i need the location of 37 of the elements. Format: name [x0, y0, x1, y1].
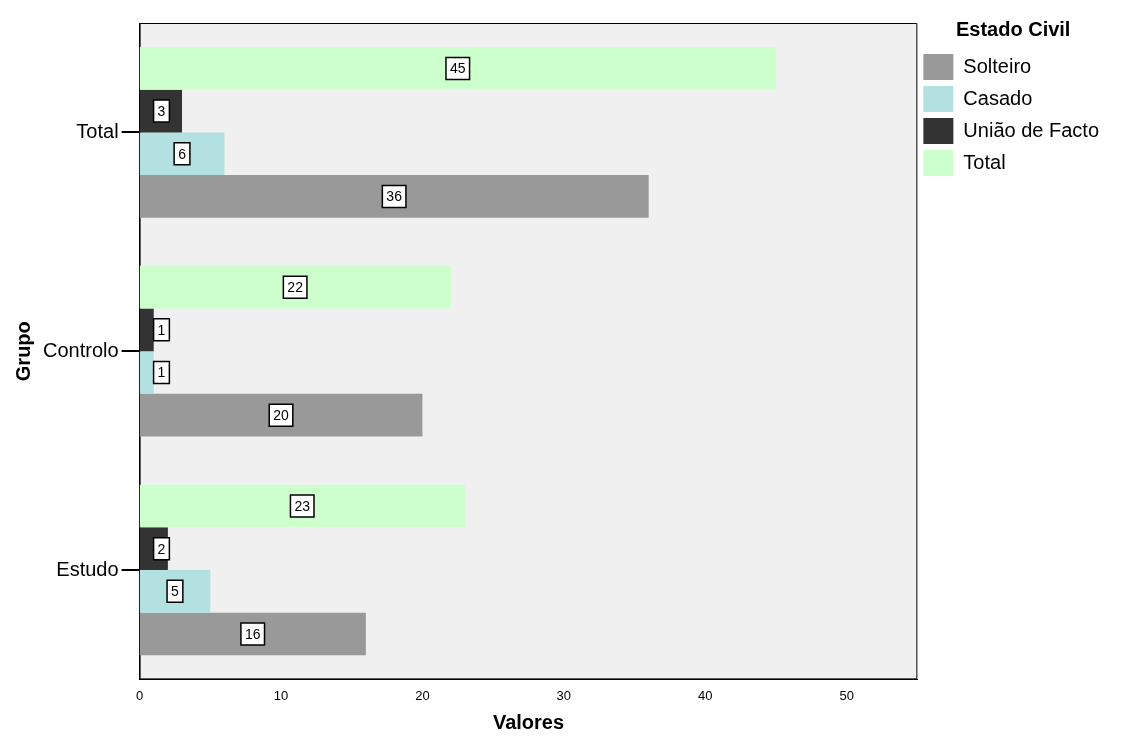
- bar: [139, 175, 649, 218]
- x-tick-label: 20: [415, 687, 430, 703]
- legend-title: Estado Civil: [955, 17, 1071, 40]
- bar: [139, 265, 451, 309]
- data-label: 5: [171, 583, 180, 600]
- legend-label: Casado: [963, 86, 1033, 109]
- data-label: 6: [178, 145, 187, 162]
- legend-label: Solteiro: [963, 54, 1032, 77]
- x-axis-title: Valores: [492, 710, 565, 733]
- data-label: 45: [449, 60, 466, 77]
- x-tick-label: 50: [839, 687, 854, 703]
- data-label: 16: [244, 625, 261, 642]
- bar: [139, 612, 366, 656]
- y-tick-label: Total: [76, 119, 119, 142]
- x-tick-label: 10: [273, 687, 289, 703]
- data-label: 22: [287, 279, 304, 296]
- bar: [139, 132, 225, 176]
- bar: [139, 351, 154, 394]
- x-tick-label: 30: [556, 687, 572, 703]
- y-axis-title: Grupo: [11, 321, 34, 382]
- bar: [139, 47, 776, 90]
- data-label: 36: [386, 188, 403, 205]
- data-label: 3: [157, 102, 166, 119]
- bar: [139, 308, 154, 352]
- legend-label: União de Facto: [963, 118, 1100, 141]
- data-label: 1: [157, 364, 166, 381]
- data-label: 2: [157, 540, 166, 557]
- legend-label: Total: [963, 150, 1006, 173]
- x-tick-label: 40: [698, 687, 713, 703]
- x-tick-label: 0: [135, 687, 144, 703]
- bar: [139, 393, 423, 437]
- data-label: 1: [157, 321, 166, 338]
- data-label: 23: [294, 497, 311, 514]
- y-tick-label: Estudo: [56, 557, 119, 580]
- data-label: 20: [273, 407, 290, 424]
- bar: [139, 484, 465, 528]
- y-tick-label: Controlo: [42, 338, 119, 361]
